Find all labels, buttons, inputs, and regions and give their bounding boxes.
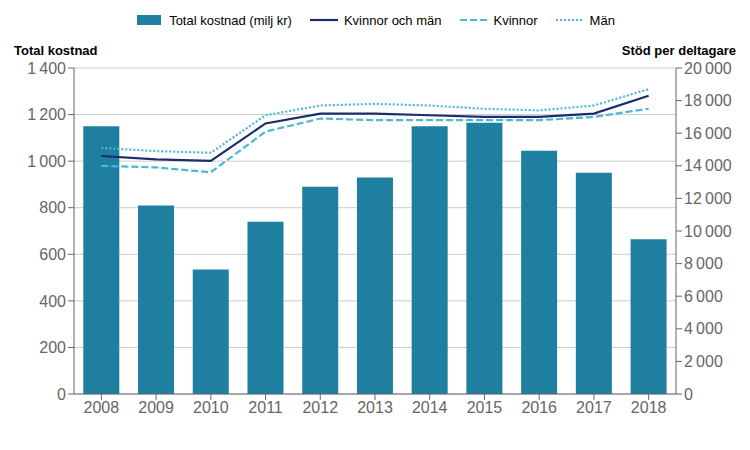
- html-text:Kvinnor: Kvinnor: [493, 12, 538, 28]
- svg-text:2015: 2015: [467, 399, 503, 416]
- svg-text:0: 0: [684, 386, 693, 403]
- svg-text:600: 600: [39, 246, 66, 263]
- svg-text:2011: 2011: [248, 399, 283, 416]
- svg-text:2012: 2012: [302, 399, 338, 416]
- html-text:Kvinnor och män: Kvinnor och män: [343, 12, 442, 28]
- svg-text:1 400: 1 400: [27, 60, 66, 77]
- svg-text:2009: 2009: [138, 399, 174, 416]
- svg-text:8 000: 8 000: [684, 255, 723, 272]
- svg-text:12 000: 12 000: [684, 190, 732, 207]
- svg-text:2014: 2014: [412, 399, 448, 416]
- svg-text:200: 200: [39, 339, 66, 356]
- svg-text:2017: 2017: [576, 399, 612, 416]
- svg-text:1 200: 1 200: [27, 106, 66, 123]
- svg-text:16 000: 16 000: [684, 125, 732, 142]
- svg-text:10 000: 10 000: [684, 223, 732, 240]
- html-text:Total kostnad: Total kostnad: [14, 43, 98, 58]
- svg-text:2008: 2008: [84, 399, 120, 416]
- svg-text:14 000: 14 000: [684, 157, 732, 174]
- svg-text:800: 800: [39, 199, 66, 216]
- svg-text:2010: 2010: [193, 399, 229, 416]
- html-text:Total kostnad (milj kr): Total kostnad (milj kr): [169, 12, 292, 28]
- svg-text:400: 400: [39, 293, 66, 310]
- svg-text:4 000: 4 000: [684, 320, 723, 337]
- svg-text:2 000: 2 000: [684, 353, 723, 370]
- svg-text:20 000: 20 000: [684, 60, 732, 77]
- html-text:Män: Män: [589, 12, 615, 28]
- svg-text:2013: 2013: [357, 399, 393, 416]
- svg-text:6 000: 6 000: [684, 288, 723, 305]
- svg-text:2018: 2018: [631, 399, 667, 416]
- svg-text:1 000: 1 000: [27, 153, 66, 170]
- html-text:Stöd per deltagare: Stöd per deltagare: [621, 43, 736, 58]
- svg-text:18 000: 18 000: [684, 92, 732, 109]
- svg-text:0: 0: [57, 386, 66, 403]
- svg-text:2016: 2016: [521, 399, 557, 416]
